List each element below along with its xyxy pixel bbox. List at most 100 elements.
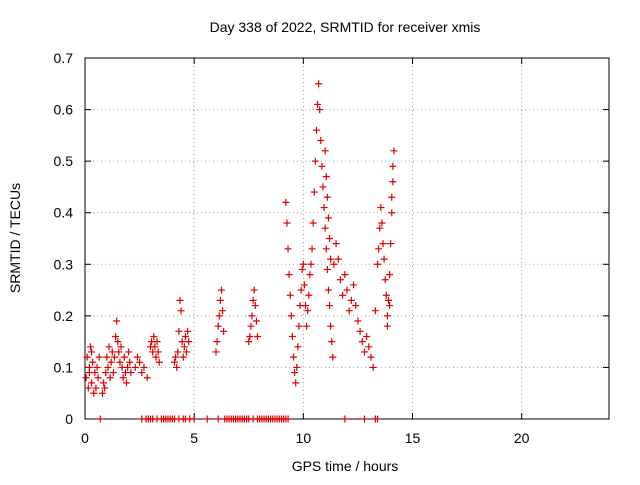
data-point — [249, 296, 257, 304]
data-point — [110, 353, 118, 361]
data-point — [343, 286, 351, 294]
data-point — [367, 353, 375, 361]
data-point — [155, 358, 163, 366]
data-point — [143, 374, 151, 382]
data-point — [214, 322, 222, 330]
data-point — [302, 302, 310, 310]
data-point — [85, 369, 93, 377]
data-point — [288, 332, 296, 340]
data-point — [292, 379, 300, 387]
data-point — [150, 332, 158, 340]
y-tick-label: 0.2 — [54, 308, 74, 324]
data-point — [115, 348, 123, 356]
data-point — [322, 245, 330, 253]
data-point — [183, 348, 191, 356]
data-point — [379, 240, 387, 248]
data-point — [88, 348, 96, 356]
data-point — [117, 343, 125, 351]
data-point — [214, 415, 222, 423]
data-point — [321, 224, 329, 232]
data-point — [336, 276, 344, 284]
data-point — [358, 338, 366, 346]
data-points — [82, 80, 398, 423]
grid-lines — [85, 58, 609, 419]
data-point — [107, 358, 115, 366]
data-point — [108, 348, 116, 356]
data-point — [297, 286, 305, 294]
data-point — [176, 296, 184, 304]
data-point — [315, 80, 323, 88]
data-point — [215, 312, 223, 320]
data-point — [109, 369, 117, 377]
data-point — [171, 358, 179, 366]
data-point — [384, 296, 392, 304]
data-point — [90, 389, 98, 397]
data-point — [190, 415, 198, 423]
data-point — [376, 224, 384, 232]
data-point — [100, 379, 108, 387]
data-point — [352, 302, 360, 310]
data-point — [295, 322, 303, 330]
data-point — [311, 157, 319, 165]
data-point — [151, 343, 159, 351]
data-point — [175, 327, 183, 335]
data-point — [387, 240, 395, 248]
data-point — [216, 296, 224, 304]
data-point — [119, 374, 127, 382]
data-point — [382, 291, 390, 299]
data-point — [388, 193, 396, 201]
data-point — [354, 317, 362, 325]
x-tick-labels: 0 5 10 15 20 — [81, 430, 530, 446]
data-point — [316, 106, 324, 114]
data-point — [328, 338, 336, 346]
data-point — [380, 255, 388, 263]
data-point — [360, 348, 368, 356]
data-point — [334, 255, 342, 263]
data-point — [172, 353, 180, 361]
data-point — [386, 302, 394, 310]
data-point — [291, 369, 299, 377]
data-point — [299, 260, 307, 268]
data-point — [220, 327, 228, 335]
data-point — [98, 389, 106, 397]
data-point — [383, 312, 391, 320]
data-point — [178, 338, 186, 346]
data-point — [390, 147, 398, 155]
data-point — [154, 348, 162, 356]
data-point — [341, 271, 349, 279]
data-point — [173, 363, 181, 371]
data-point — [303, 322, 311, 330]
data-point — [122, 379, 130, 387]
y-tick-labels: 0 0.1 0.2 0.3 0.4 0.5 0.6 0.7 — [54, 50, 74, 427]
data-point — [131, 363, 139, 371]
data-point — [120, 353, 128, 361]
data-point — [180, 343, 188, 351]
data-point — [293, 363, 301, 371]
y-tick-label: 0.3 — [54, 256, 74, 272]
data-point — [374, 260, 382, 268]
data-point — [300, 281, 308, 289]
data-point — [203, 415, 211, 423]
data-point — [360, 415, 368, 423]
data-point — [365, 343, 373, 351]
data-point — [177, 307, 185, 315]
data-point — [305, 291, 313, 299]
data-point — [92, 384, 100, 392]
data-point — [309, 219, 317, 227]
data-point — [95, 353, 103, 361]
data-point — [127, 369, 135, 377]
data-point — [389, 162, 397, 170]
data-point — [284, 245, 292, 253]
x-tick-label: 10 — [296, 430, 312, 446]
data-point — [317, 137, 325, 145]
data-point — [327, 322, 335, 330]
data-point — [105, 343, 113, 351]
data-point — [356, 327, 364, 335]
data-point — [306, 271, 314, 279]
data-point — [286, 291, 294, 299]
data-point — [375, 245, 383, 253]
data-point — [250, 286, 258, 294]
y-tick-label: 0.5 — [54, 153, 74, 169]
data-point — [138, 369, 146, 377]
